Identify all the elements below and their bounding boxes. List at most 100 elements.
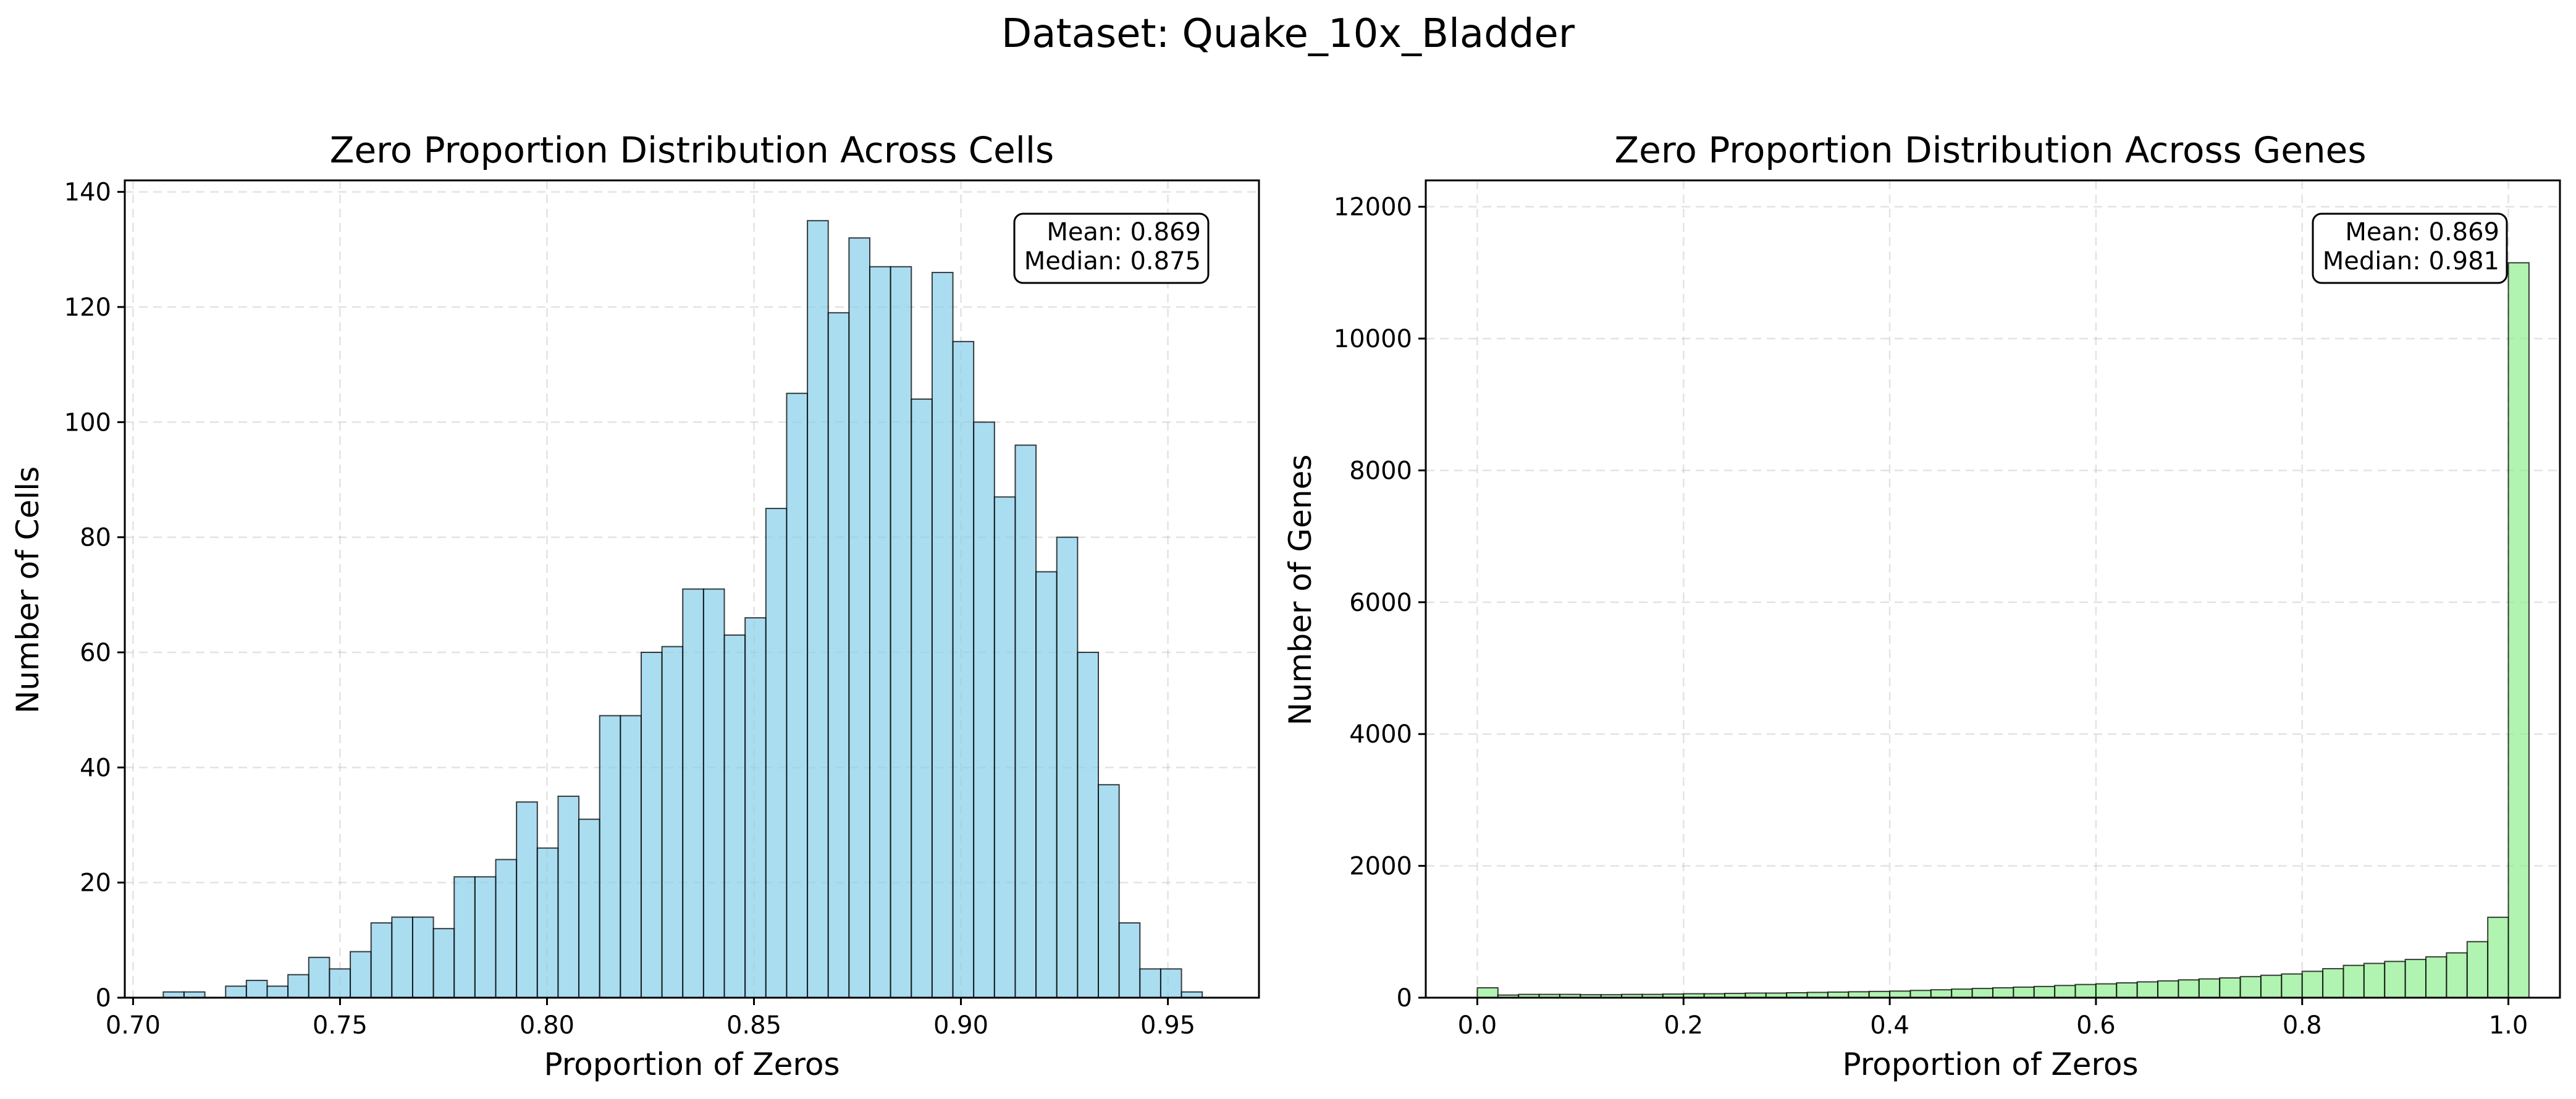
cells-histogram-bar [911, 398, 933, 998]
genes-y-tick-label: 8000 [1349, 457, 1412, 485]
genes-stats-box: Mean: 0.869 Median: 0.981 [2312, 213, 2508, 284]
genes-histogram-bar [2363, 962, 2386, 999]
genes-x-tick-label: 0.4 [1870, 1011, 1909, 1040]
genes-chart-title: Zero Proportion Distribution Across Gene… [1614, 129, 2366, 171]
genes-histogram-bar [2136, 981, 2159, 999]
genes-histogram-bar [2487, 916, 2509, 998]
cells-histogram-bar [350, 951, 372, 999]
cells-histogram-bar [225, 985, 247, 999]
cells-bars [162, 220, 1203, 999]
cells-histogram-bar [807, 220, 829, 999]
genes-grid [1426, 180, 2560, 999]
cells-chart-title: Zero Proportion Distribution Across Cell… [330, 129, 1054, 171]
genes-y-tick-label: 10000 [1334, 325, 1412, 353]
cells-histogram-bar [1098, 784, 1120, 998]
cells-stats-box: Mean: 0.869 Median: 0.875 [1013, 213, 1210, 284]
genes-histogram-bar [2404, 959, 2427, 999]
cells-histogram-bar [682, 588, 704, 998]
genes-x-tick-label: 0.2 [1664, 1011, 1703, 1040]
cells-histogram-bar [952, 340, 975, 998]
genes-y-axis-label: Number of Genes [1282, 455, 1318, 726]
cells-histogram-bar [287, 974, 309, 999]
genes-bars [1476, 262, 2530, 999]
cells-histogram-bar [453, 876, 476, 999]
genes-histogram-bar [2384, 961, 2406, 999]
cells-y-tick-label: 120 [64, 293, 111, 322]
cells-x-tick-label: 0.90 [933, 1011, 988, 1040]
cells-histogram-bar [1056, 536, 1079, 998]
genes-histogram-bar [2260, 974, 2283, 999]
cells-histogram-bar [308, 956, 330, 999]
cells-y-tick-label: 100 [64, 408, 111, 437]
cells-x-tick-label: 0.75 [313, 1011, 368, 1040]
cells-x-tick-label: 0.70 [106, 1011, 161, 1040]
cells-y-tick-label: 0 [96, 984, 111, 1013]
cells-x-tick-label: 0.80 [520, 1011, 575, 1040]
genes-histogram-bar [2074, 983, 2097, 998]
genes-histogram-bar [2239, 975, 2262, 998]
genes-ticks: 0.0 0.2 0.4 0.6 0.8 1.0 0 2000 4000 6000 8000 10000… [1334, 193, 2528, 1040]
genes-x-tick-label: 0.0 [1458, 1011, 1497, 1040]
genes-histogram-panel: Zero Proportion Distribution Across Gene… [1282, 129, 2561, 1082]
genes-histogram-bar [1868, 990, 1891, 999]
genes-histogram-bar [2322, 968, 2344, 998]
genes-histogram-bar [2281, 973, 2303, 999]
genes-median-label: Median: 0.981 [2323, 247, 2499, 276]
cells-histogram-bar [931, 272, 954, 998]
genes-histogram-bar [1992, 987, 2014, 999]
genes-histogram-bar [1951, 988, 1973, 999]
cells-x-tick-label: 0.95 [1140, 1011, 1195, 1040]
cells-histogram-bar [661, 646, 684, 999]
cells-axes-frame [124, 179, 1260, 999]
cells-histogram-bar [245, 980, 268, 999]
genes-histogram-bar [2033, 985, 2056, 998]
cells-histogram-bar [765, 508, 788, 998]
cells-histogram-bar [578, 819, 600, 998]
cells-histogram-bar [723, 634, 746, 998]
cells-histogram-panel: Zero Proportion Distribution Across Cell… [10, 129, 1260, 1082]
genes-axes-frame [1425, 179, 2561, 999]
genes-histogram-bar [1930, 989, 1953, 999]
cells-median-label: Median: 0.875 [1024, 247, 1201, 276]
cells-histogram-bar [266, 985, 289, 999]
genes-histogram-bar [1476, 987, 1499, 999]
genes-y-tick-label: 0 [1397, 984, 1412, 1013]
genes-y-tick-label: 4000 [1349, 720, 1412, 749]
cells-histogram-bar [869, 266, 891, 998]
cells-histogram-bar [620, 715, 642, 998]
cells-histogram-bar [890, 266, 912, 998]
genes-histogram-bar [2157, 980, 2179, 998]
cells-y-tick-label: 60 [80, 639, 111, 667]
genes-x-tick-label: 0.8 [2283, 1011, 2322, 1040]
cells-histogram-bar [432, 928, 455, 998]
genes-histogram-bar [2466, 941, 2489, 998]
cells-histogram-bar [391, 916, 413, 998]
cells-histogram-bar [744, 617, 767, 998]
genes-x-tick-label: 0.6 [2076, 1011, 2116, 1040]
cells-histogram-bar [1160, 968, 1182, 999]
cells-mean-label: Mean: 0.869 [1046, 218, 1201, 246]
cells-histogram-bar [1035, 571, 1058, 998]
cells-histogram-bar [973, 421, 995, 998]
genes-x-tick-label: 1.0 [2489, 1011, 2528, 1040]
genes-histogram-bar [1889, 990, 1911, 999]
cells-histogram-bar [411, 916, 434, 998]
genes-histogram-bar [2342, 964, 2365, 999]
cells-histogram-bar [495, 859, 518, 999]
genes-histogram-bar [2178, 979, 2200, 999]
genes-histogram-bar [2054, 985, 2076, 999]
genes-histogram-bar [2013, 986, 2035, 999]
genes-histogram-bar [2198, 978, 2221, 998]
cells-y-axis-label: Number of Cells [10, 466, 46, 714]
genes-x-axis-label: Proportion of Zeros [1842, 1046, 2138, 1082]
cells-histogram-bar [557, 795, 580, 998]
cells-histogram-bar [536, 847, 559, 999]
genes-histogram-bar [2446, 952, 2468, 998]
cells-histogram-bar [474, 876, 497, 999]
genes-y-tick-label: 2000 [1349, 853, 1412, 881]
cells-y-tick-label: 40 [80, 754, 111, 782]
cells-histogram-bar [640, 651, 663, 999]
cells-histogram-bar [827, 312, 850, 999]
genes-histogram-bar [2116, 982, 2138, 998]
